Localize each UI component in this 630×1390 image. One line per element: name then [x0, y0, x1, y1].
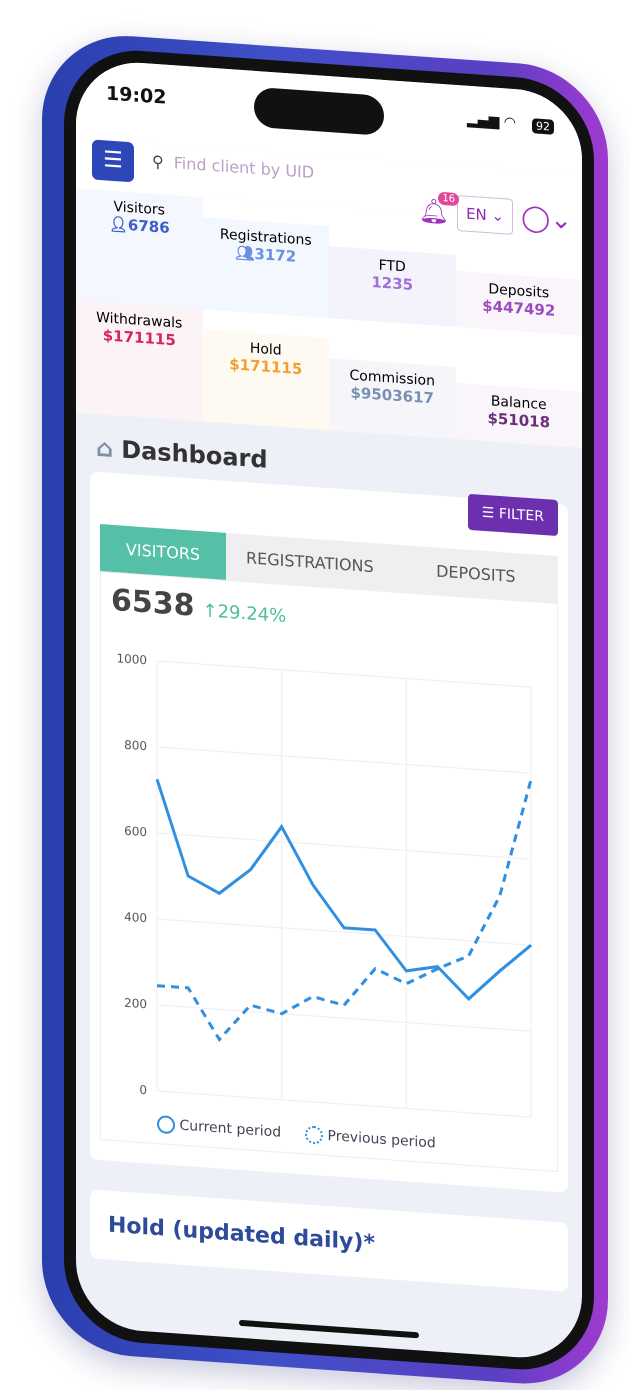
- gridline: [157, 833, 531, 859]
- chart-panel: 6538 ↑29.24% 0 200 400 600 800 1000 Current pe…: [100, 571, 558, 1172]
- search-icon: ⚲: [152, 152, 164, 172]
- phone-bezel: 19:02 ▂▄▆ ◠ 92 ☰ ⚲Find client by UID 🔔︎1…: [64, 46, 594, 1375]
- hold-section-title: Hold (updated daily)*: [90, 1189, 568, 1291]
- y-tick-label: 200: [124, 996, 147, 1012]
- users-icon: 👥︎: [235, 244, 254, 263]
- y-tick-label: 1000: [116, 651, 147, 667]
- legend-previous[interactable]: Previous period: [305, 1125, 436, 1152]
- stat-commission: Commission$9503617: [329, 358, 456, 439]
- gridline: [157, 747, 531, 773]
- chart-card: ☰ FILTER VISITORS REGISTRATIONS DEPOSITS…: [90, 471, 568, 1192]
- y-tick-label: 400: [124, 910, 147, 926]
- bell-icon[interactable]: 🔔︎16: [419, 196, 449, 226]
- stats-grid: 🔔︎16 EN ⌄ ◯⌄ Visitors👤︎6786 Registration…: [76, 188, 582, 447]
- page-title: Dashboard: [121, 436, 267, 474]
- y-tick-label: 600: [124, 824, 147, 840]
- summary-value: 6538: [111, 583, 195, 624]
- clock: 19:02: [106, 82, 166, 108]
- stat-withdrawals: Withdrawals$171115: [76, 300, 203, 421]
- language-select[interactable]: EN ⌄: [457, 195, 513, 235]
- search-input[interactable]: ⚲Find client by UID: [152, 152, 314, 182]
- summary-change: ↑29.24%: [203, 600, 287, 627]
- stat-deposits: Deposits$447492: [456, 271, 583, 336]
- screen: 19:02 ▂▄▆ ◠ 92 ☰ ⚲Find client by UID 🔔︎1…: [76, 58, 582, 1361]
- home-indicator[interactable]: [239, 1320, 419, 1339]
- y-tick-label: 800: [124, 738, 147, 754]
- current-period-line: [157, 779, 531, 1003]
- previous-period-line: [157, 753, 531, 1061]
- signal-wifi-icon: ▂▄▆ ◠: [467, 112, 516, 131]
- menu-button[interactable]: ☰: [92, 139, 134, 182]
- user-icon: 👤︎: [109, 215, 128, 234]
- battery-indicator: 92: [532, 118, 554, 135]
- tab-visitors[interactable]: VISITORS: [100, 524, 226, 580]
- stat-balance: Balance$51018: [456, 383, 583, 448]
- gridline: [157, 661, 531, 687]
- stat-visitors: Visitors👤︎6786: [76, 188, 203, 309]
- phone-frame: 19:02 ▂▄▆ ◠ 92 ☰ ⚲Find client by UID 🔔︎1…: [42, 30, 608, 1390]
- stat-hold: Hold$171115: [203, 329, 330, 430]
- line-chart: 0 200 400 600 800 1000: [111, 618, 541, 1138]
- filter-button[interactable]: ☰ FILTER: [468, 494, 558, 536]
- user-avatar-icon[interactable]: ◯⌄: [521, 203, 572, 237]
- gridline: [157, 1091, 531, 1117]
- dynamic-island: [254, 87, 384, 136]
- stat-registrations: Registrations👥︎3172: [203, 217, 330, 318]
- notification-badge: 16: [438, 192, 459, 206]
- y-tick-label: 0: [139, 1083, 147, 1098]
- legend-current[interactable]: Current period: [157, 1115, 281, 1142]
- home-icon: ⌂: [96, 434, 113, 463]
- sliders-icon: ☰: [482, 505, 499, 522]
